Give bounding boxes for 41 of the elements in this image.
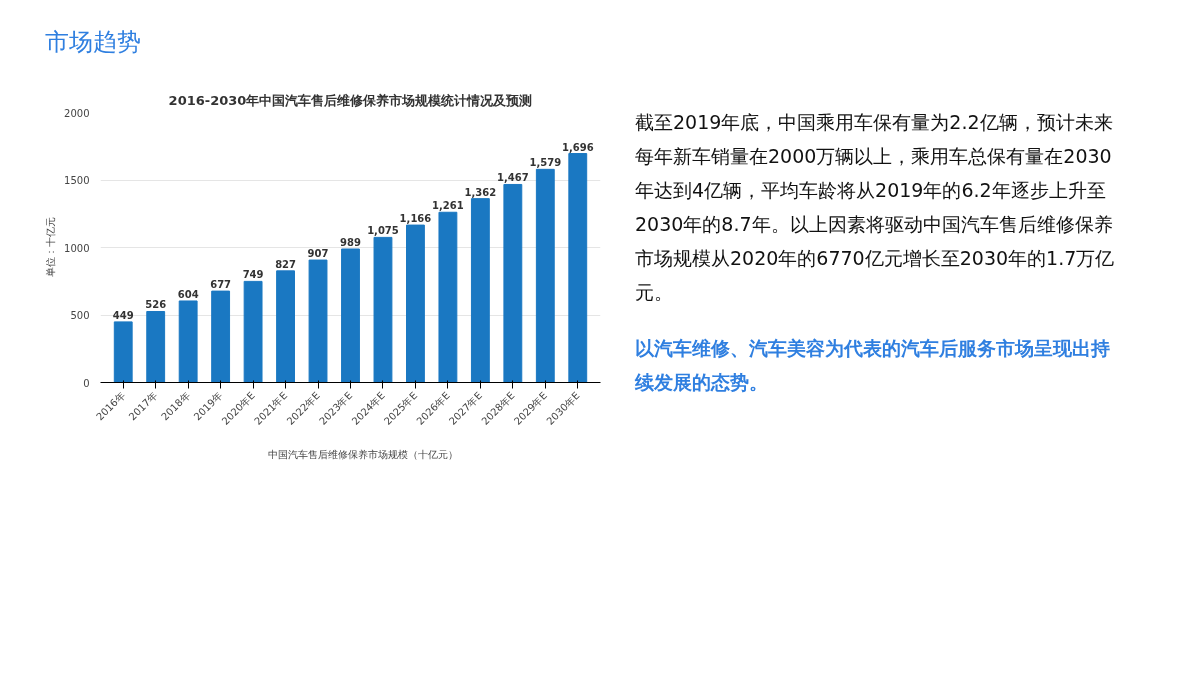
data-label: 907 — [307, 248, 329, 260]
bar — [113, 321, 133, 383]
text: 截至2019年底，中国乘用车保有量为2.2亿辆，预计未来每年新车销量在2000万辆以上，乘用车总保有量在2030年达到4亿辆，平均车龄将从2019年的6.2年逐步上升至2030年的8.7年。以上因素将驱动中国汽车售后维修保养市场规模从2020年的6770亿元增长至2030年的1.7万亿元。 — [635, 110, 1115, 305]
data-label: 1,075 — [367, 225, 399, 237]
data-label: 677 — [210, 279, 232, 291]
bar — [276, 270, 295, 383]
data-label: 989 — [340, 236, 361, 248]
y-tick-label: 2000 — [64, 107, 90, 119]
data-label: 827 — [275, 258, 297, 270]
chart-title: 2016-2030年中国汽车售后维修保养市场规模统计情况及预测 — [168, 92, 533, 108]
data-label: 749 — [242, 269, 264, 281]
bar — [341, 248, 360, 383]
data-label: 604 — [177, 288, 199, 300]
bar — [568, 153, 588, 383]
bar — [535, 168, 555, 383]
y-axis-title: 单位：十亿元 — [45, 217, 57, 278]
bar — [438, 211, 458, 383]
bar — [243, 280, 263, 383]
data-label: 1,579 — [529, 157, 562, 169]
data-label: 449 — [112, 309, 134, 321]
bar — [211, 290, 231, 383]
y-tick-label: 1500 — [64, 175, 90, 186]
text: 中国汽车售后维修保养市场规模（十亿元） — [267, 448, 458, 462]
bar — [406, 224, 425, 383]
y-tick-label: 0 — [83, 377, 90, 389]
y-tick-label: 500 — [70, 310, 90, 321]
text: 以汽车维修、汽车美容为代表的汽车后服务市场呈现出持续发展的态势。 — [635, 336, 1111, 395]
data-label: 526 — [145, 299, 167, 311]
data-label: 1,467 — [497, 172, 529, 184]
data-label: 1,166 — [399, 213, 432, 225]
bar — [373, 236, 393, 383]
data-label: 1,696 — [561, 141, 594, 153]
text: 市场趋势 — [45, 27, 141, 58]
bar — [146, 310, 166, 383]
bar — [308, 259, 328, 383]
bar — [178, 300, 198, 383]
bar — [470, 198, 490, 383]
data-label: 1,261 — [432, 200, 464, 212]
bar — [503, 183, 523, 383]
y-tick-label: 1000 — [64, 242, 90, 254]
data-label: 1,362 — [464, 186, 497, 198]
